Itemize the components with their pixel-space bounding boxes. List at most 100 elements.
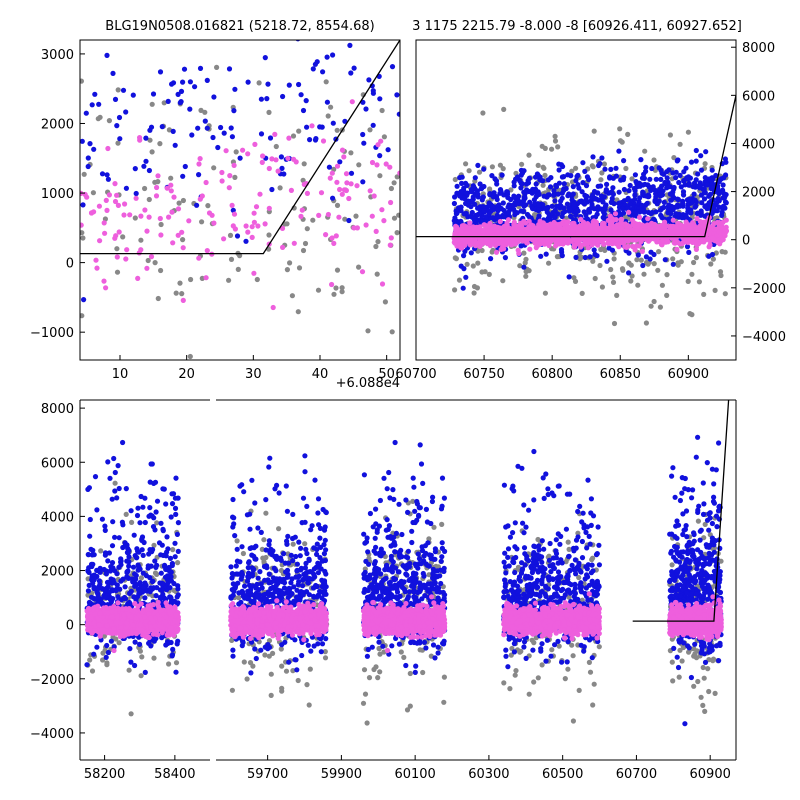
data-point-pink <box>505 217 512 223</box>
data-point-gray <box>334 127 340 133</box>
data-point-pink <box>320 138 327 144</box>
data-point-pink <box>634 228 640 234</box>
data-point-pink <box>381 218 387 224</box>
data-point-blue <box>265 81 271 87</box>
data-point-gray <box>500 278 506 284</box>
data-point-blue <box>163 566 169 573</box>
x-tick-label: 60800 <box>531 367 572 382</box>
data-point-pink <box>266 165 272 172</box>
data-point-blue <box>536 202 542 208</box>
data-point-gray <box>602 247 608 253</box>
data-point-blue <box>518 172 524 178</box>
data-point-blue <box>481 166 487 172</box>
data-point-blue <box>600 199 606 205</box>
data-point-blue <box>107 475 113 481</box>
data-point-pink <box>508 229 514 236</box>
data-point-blue <box>521 264 527 270</box>
data-point-gray <box>87 657 93 663</box>
data-point-gray <box>187 353 193 360</box>
data-point-gray <box>598 177 604 183</box>
data-point-blue <box>300 107 307 114</box>
data-point-gray <box>482 269 488 275</box>
data-point-blue <box>609 189 615 195</box>
data-point-pink <box>288 187 294 193</box>
data-point-blue <box>104 52 110 59</box>
data-point-blue <box>666 183 672 190</box>
data-point-pink <box>558 240 565 246</box>
data-point-blue <box>521 189 527 195</box>
data-point-gray <box>188 276 194 283</box>
data-point-pink <box>511 239 517 245</box>
data-point-pink <box>373 228 379 234</box>
data-point-blue <box>587 254 593 260</box>
data-point-blue <box>134 555 140 561</box>
data-point-pink <box>329 281 335 288</box>
data-point-gray <box>296 265 303 271</box>
data-point-blue <box>698 192 705 198</box>
data-point-pink <box>245 151 251 157</box>
data-point-blue <box>559 213 565 220</box>
data-point-blue <box>715 196 721 202</box>
data-point-blue <box>230 207 236 213</box>
data-point-blue <box>346 217 352 224</box>
data-point-pink <box>536 242 542 248</box>
data-point-blue <box>394 92 400 98</box>
y-tick-label: 3000 <box>41 48 74 63</box>
data-point-blue <box>194 202 200 208</box>
data-point-blue <box>486 210 492 217</box>
data-point-blue <box>150 578 156 584</box>
data-point-blue <box>326 164 332 170</box>
data-point-pink <box>359 269 366 275</box>
data-point-blue <box>573 177 579 184</box>
data-point-pink <box>115 202 121 208</box>
data-point-blue <box>229 134 235 140</box>
data-point-gray <box>115 87 121 93</box>
data-point-blue <box>330 195 336 201</box>
data-point-blue <box>548 175 554 181</box>
data-point-pink <box>169 209 175 215</box>
data-point-gray <box>464 261 470 267</box>
data-point-blue <box>114 582 120 588</box>
data-point-pink <box>493 249 500 255</box>
data-point-blue <box>693 177 699 183</box>
data-point-gray <box>471 290 477 296</box>
data-point-gray <box>489 164 495 170</box>
data-point-gray <box>154 520 160 526</box>
data-point-pink <box>102 230 108 236</box>
data-point-pink <box>565 225 571 231</box>
data-point-blue <box>87 533 93 539</box>
data-point-gray <box>89 668 96 674</box>
data-point-blue <box>96 578 102 584</box>
data-point-blue <box>258 131 265 137</box>
data-point-gray <box>651 298 657 305</box>
data-point-pink <box>527 246 533 252</box>
data-point-blue <box>103 654 109 661</box>
data-point-blue <box>96 101 102 107</box>
plot-frame <box>79 39 401 361</box>
data-point-gray <box>114 269 121 275</box>
data-point-blue <box>576 185 582 191</box>
data-point-pink <box>331 240 337 246</box>
data-point-gray <box>719 249 725 255</box>
data-point-blue <box>626 270 632 276</box>
data-point-gray <box>296 128 302 134</box>
data-point-blue <box>518 243 524 249</box>
data-point-gray <box>348 150 354 156</box>
data-point-blue <box>91 572 97 578</box>
data-point-blue <box>601 207 607 213</box>
data-point-blue <box>147 547 153 553</box>
data-point-blue <box>85 155 91 161</box>
data-point-pink <box>500 240 506 247</box>
data-point-blue <box>278 154 284 160</box>
data-point-pink <box>299 207 305 213</box>
data-point-gray <box>101 633 107 639</box>
data-point-gray <box>625 131 631 137</box>
data-point-blue <box>480 194 486 200</box>
data-point-gray <box>199 219 205 225</box>
data-point-gray <box>549 146 555 152</box>
data-point-blue <box>608 207 614 213</box>
data-point-blue <box>469 214 475 220</box>
data-point-pink <box>599 239 606 245</box>
